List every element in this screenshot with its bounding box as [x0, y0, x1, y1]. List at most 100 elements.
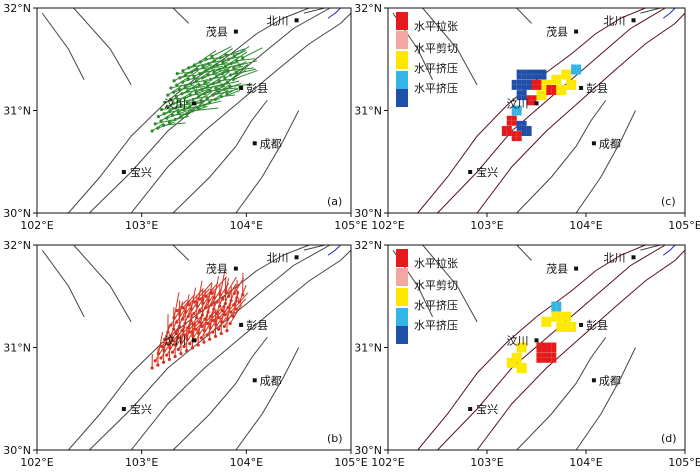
strain-vector: [230, 83, 253, 88]
legend-label: 水平剪切: [414, 278, 458, 292]
panel-label: (b): [327, 432, 343, 445]
strain-cell: [541, 347, 547, 353]
vector-dot: [229, 73, 233, 77]
vector-dot: [188, 342, 192, 346]
strain-cell: [541, 79, 547, 85]
strain-vector: [225, 278, 230, 293]
city-label-beichuan: 北川: [604, 14, 626, 27]
vector-dot: [159, 119, 163, 123]
vector-dot: [202, 92, 207, 96]
strain-cell: [541, 74, 547, 80]
panel-frame: [36, 244, 352, 451]
strain-cell: [546, 79, 552, 85]
lon-tick-label: 102°E: [20, 456, 53, 469]
strain-cell: [556, 322, 562, 327]
strain-cell: [541, 95, 547, 101]
city-marker-beichuan: [294, 255, 299, 260]
vector-dot: [241, 293, 245, 297]
vector-dot: [226, 57, 231, 61]
vector-dot: [234, 70, 238, 74]
strain-cell: [516, 79, 522, 85]
strain-vector: [183, 103, 206, 110]
strain-vector: [211, 276, 227, 294]
city-label-baoxing: 宝兴: [476, 402, 498, 416]
vector-dot: [211, 330, 215, 334]
strain-vector: [190, 79, 209, 85]
strain-cell: [511, 136, 517, 142]
city-marker-chengdu: [252, 141, 257, 146]
strain-vector: [157, 331, 164, 354]
strain-vector: [205, 282, 219, 297]
strain-cell: [546, 316, 552, 322]
legend-swatch: [396, 326, 408, 344]
vector-dot: [222, 87, 226, 91]
vector-dot: [209, 314, 213, 318]
strain-cell: [561, 311, 567, 317]
strain-cell: [536, 74, 542, 80]
lon-tick-label: 104°E: [569, 219, 602, 232]
vector-dot: [195, 316, 199, 320]
strain-cell: [526, 84, 532, 90]
city-label-beichuan: 北川: [267, 14, 289, 27]
vector-dot: [214, 86, 218, 90]
legend-label: 水平剪切: [414, 41, 458, 55]
strain-vector: [198, 301, 208, 323]
vector-dot: [163, 337, 167, 341]
strain-cell: [556, 311, 562, 317]
vector-dot: [202, 340, 206, 344]
strain-cell: [571, 322, 577, 327]
strain-cell: [546, 321, 552, 327]
vector-dot: [219, 331, 223, 336]
vector-dot: [232, 291, 236, 295]
city-label-wenchuan: 汶川: [164, 96, 186, 110]
strain-cell: [511, 352, 517, 358]
strain-vector: [213, 275, 220, 298]
strain-vector: [180, 106, 197, 118]
vector-dot: [237, 63, 242, 67]
strain-cell: [511, 120, 517, 126]
strain-cell: [516, 342, 522, 348]
vector-dot: [153, 122, 157, 126]
vector-dot: [179, 115, 183, 119]
vector-dot: [180, 329, 184, 333]
city-marker-pengxian: [579, 85, 584, 90]
strain-cell: [561, 69, 567, 75]
city-marker-maoxian: [574, 266, 579, 271]
vector-dot: [176, 110, 180, 114]
vector-dot: [204, 57, 208, 61]
city-label-chengdu: 成都: [260, 374, 282, 387]
vector-dot: [175, 309, 179, 313]
strain-vector: [172, 99, 191, 105]
vector-dot: [232, 54, 236, 58]
vector-dot: [156, 126, 160, 130]
strain-cell: [561, 316, 567, 322]
vector-dot: [190, 109, 195, 113]
strain-cell: [521, 363, 527, 368]
strain-vector: [223, 310, 235, 327]
city-marker-wenchuan: [192, 338, 196, 343]
lon-tick-label: 104°E: [230, 219, 263, 232]
vector-dot: [171, 339, 175, 343]
lon-tick-label: 105°E: [334, 219, 367, 232]
vector-dot: [232, 303, 236, 307]
strain-vector: [185, 64, 201, 76]
fault-line: [516, 336, 607, 450]
vector-dot: [205, 96, 209, 100]
fault-line: [437, 8, 666, 213]
strain-vector: [163, 325, 170, 351]
strain-cell: [556, 85, 562, 90]
lat-tick-label: 30°N: [3, 207, 31, 220]
strain-cell: [571, 79, 577, 85]
city-marker-chengdu: [591, 141, 596, 146]
legend-swatch: [396, 12, 408, 30]
legend-swatch: [396, 71, 408, 89]
strain-cell: [546, 357, 552, 363]
city-marker-pengxian: [239, 85, 244, 90]
fault-line: [303, 8, 325, 14]
city-marker-pengxian: [579, 322, 584, 327]
vector-dot: [189, 70, 193, 74]
strain-vector: [187, 300, 199, 317]
fault-line: [422, 8, 478, 86]
